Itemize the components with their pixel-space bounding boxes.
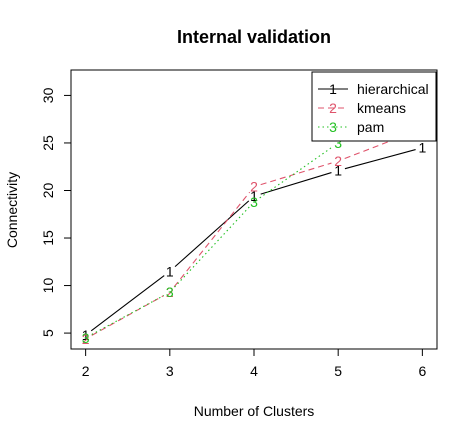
y-axis: 5 10 15 20 25 30 [40, 87, 72, 337]
series-line-segment [344, 149, 416, 170]
series-line-segment [90, 275, 165, 332]
chart-title: Internal validation [177, 27, 331, 47]
x-tick-label: 3 [166, 363, 174, 379]
x-axis: 2 3 4 5 6 [82, 348, 426, 379]
data-point-label: 2 [250, 179, 258, 195]
legend-item: 3 pam [318, 119, 384, 135]
x-tick-label: 4 [250, 363, 258, 379]
x-tick-label: 6 [418, 363, 426, 379]
y-axis-label: Connectivity [4, 172, 20, 248]
x-axis-label: Number of Clusters [194, 403, 315, 419]
y-tick-label: 15 [40, 230, 56, 246]
x-tick-label: 5 [334, 363, 342, 379]
legend-marker: 2 [329, 100, 337, 116]
series-kmeans: 22222 [82, 121, 427, 347]
data-point-label: 3 [166, 284, 174, 300]
legend-marker: 3 [329, 119, 337, 135]
data-point-label: 1 [418, 140, 426, 156]
legend-label: kmeans [357, 100, 406, 116]
series-line-segment [260, 162, 332, 186]
series-line-segment [91, 295, 164, 335]
data-point-label: 2 [334, 153, 342, 169]
legend-label: pam [357, 119, 384, 135]
data-point-label: 3 [82, 330, 90, 346]
series-line-segment [173, 191, 251, 288]
y-tick-label: 30 [40, 87, 56, 103]
legend-marker: 1 [329, 81, 337, 97]
data-point-label: 1 [250, 188, 258, 204]
data-point-label: 3 [334, 135, 342, 151]
data-point-label: 1 [166, 263, 174, 279]
data-point-label: 3 [250, 194, 258, 210]
y-tick-label: 25 [40, 135, 56, 151]
legend-item: 2 kmeans [318, 100, 406, 116]
series-line-segment [174, 200, 250, 268]
series-line-segment [260, 172, 332, 195]
legend-item: 1 hierarchical [318, 81, 429, 97]
series-hierarchical: 1 1 1 1 1 [82, 140, 427, 343]
y-tick-label: 5 [40, 329, 56, 337]
legend-box [311, 71, 437, 142]
data-point-label: 1 [82, 327, 90, 343]
x-tick-label: 2 [82, 363, 90, 379]
data-point-label: 2 [166, 284, 174, 300]
legend-label: hierarchical [357, 81, 429, 97]
series-line-segment [174, 206, 250, 288]
legend: 1 hierarchical 2 kmeans 3 pam [311, 71, 437, 142]
data-point-label: 2 [82, 331, 90, 347]
series-line-segment [259, 146, 333, 199]
y-tick-label: 10 [40, 278, 56, 294]
data-point-label: 1 [334, 163, 342, 179]
y-tick-label: 20 [40, 182, 56, 198]
